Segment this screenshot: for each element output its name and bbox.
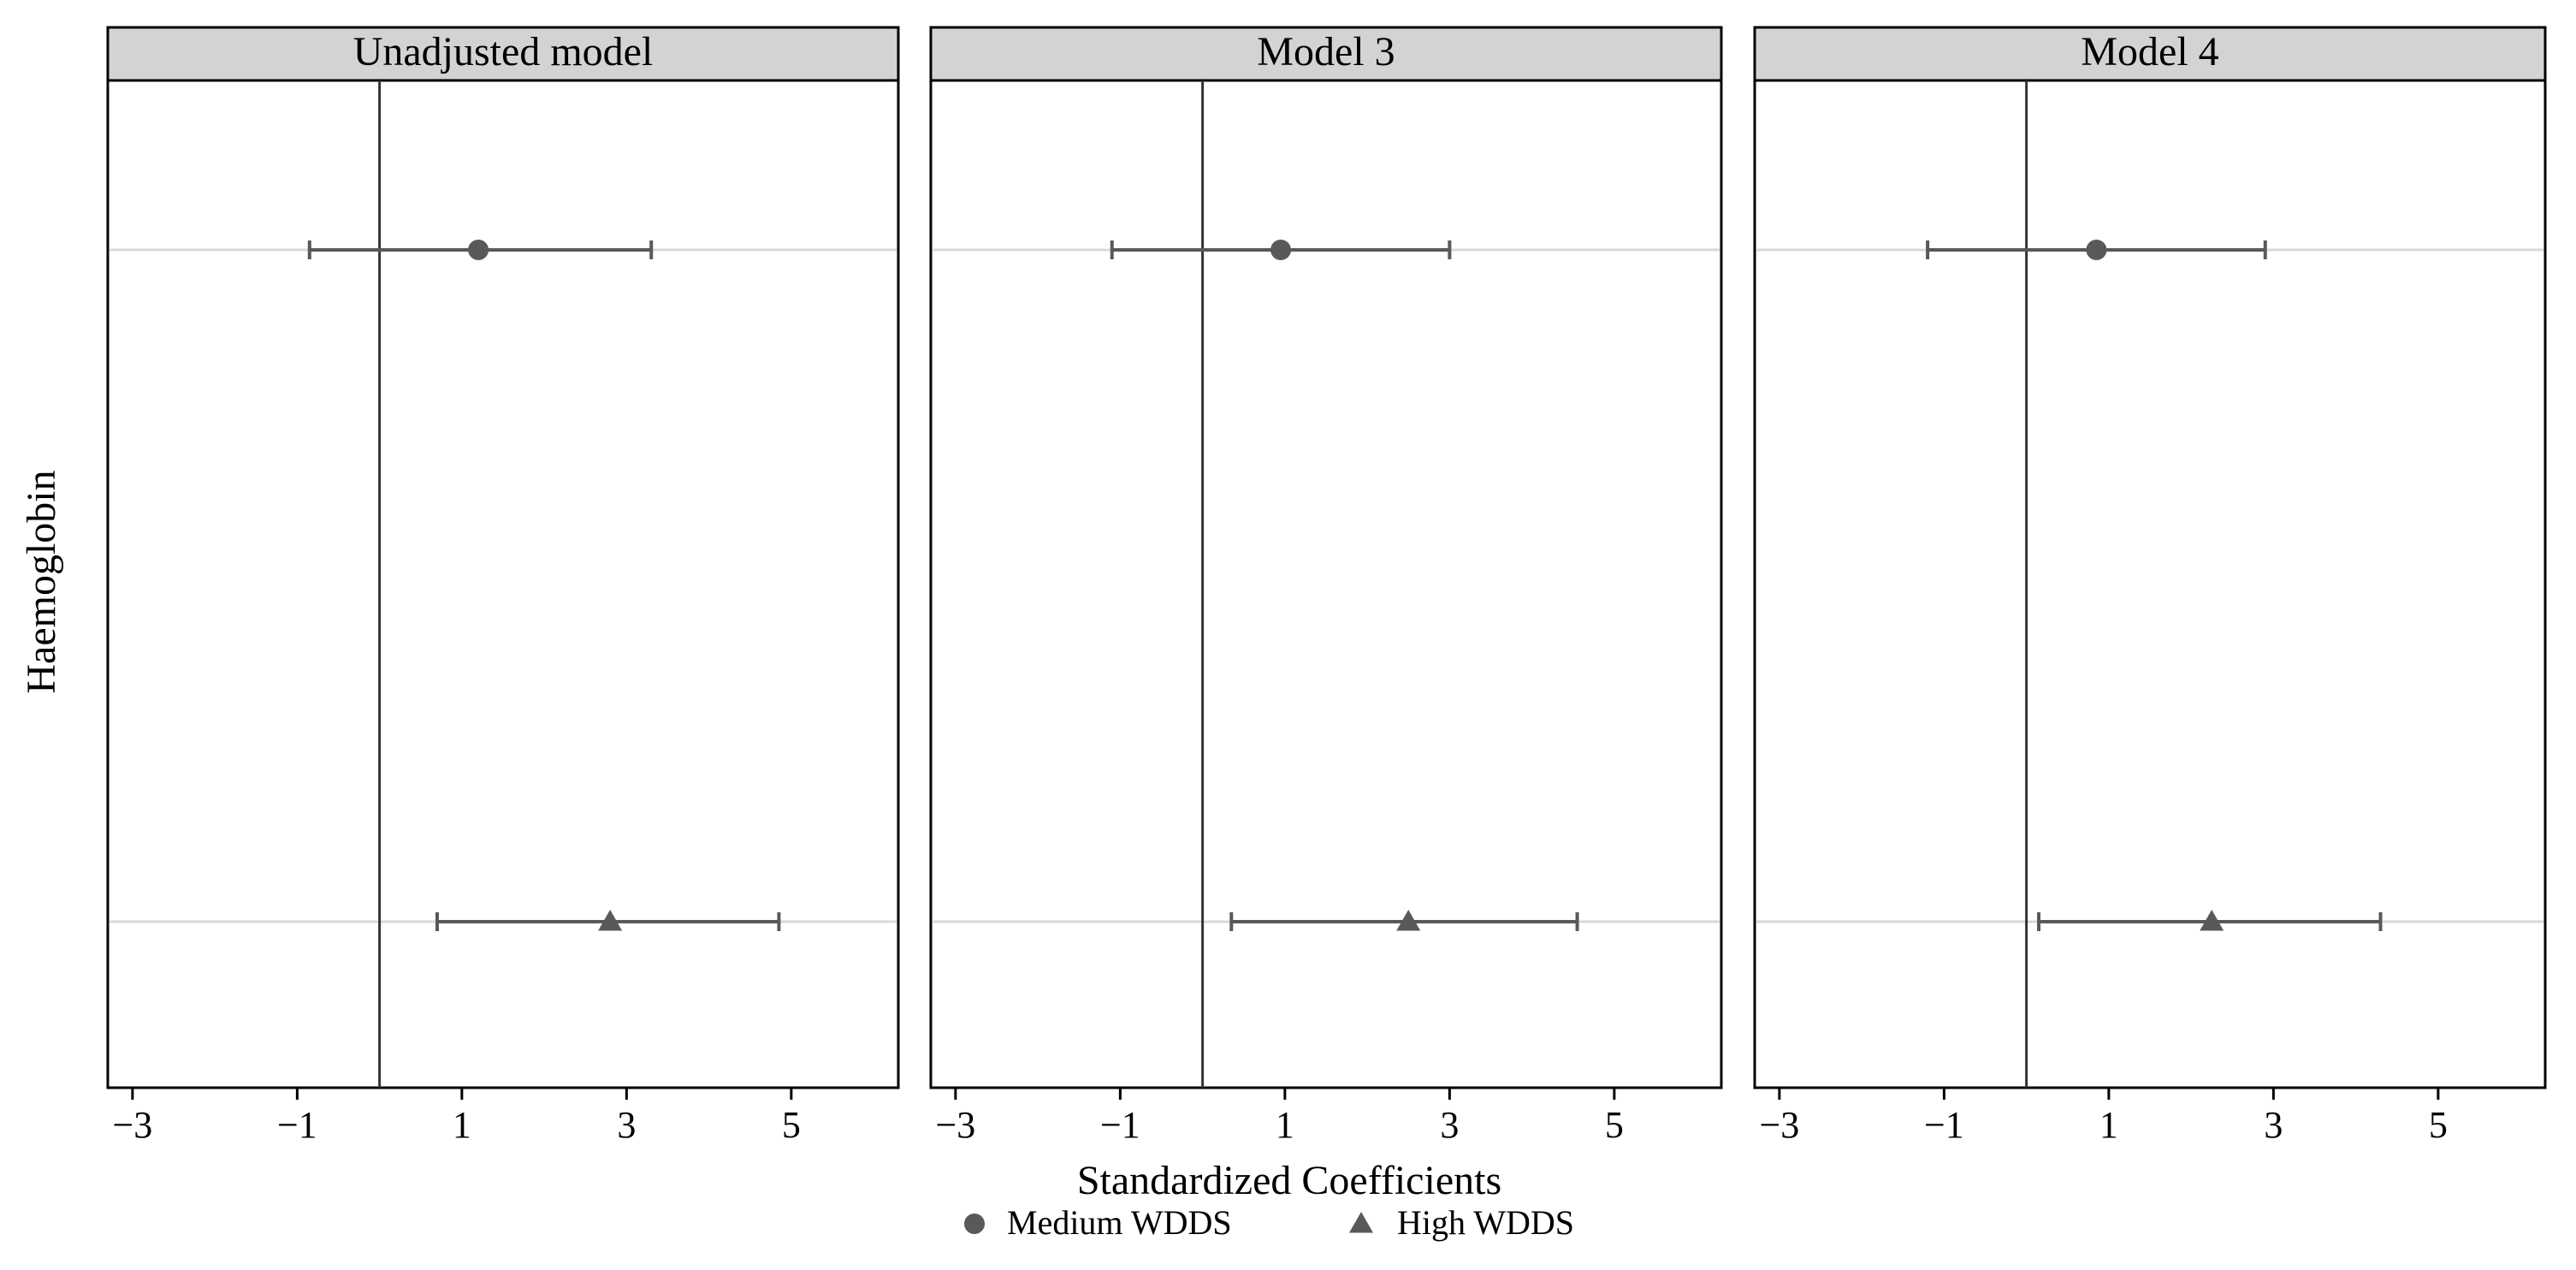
x-tick-label: 3 [617, 1104, 636, 1146]
panel-frame [1753, 79, 2547, 1089]
x-tick-label: 3 [2264, 1104, 2283, 1146]
point-medium-wdds [2086, 240, 2107, 260]
x-axis-title: Standardized Coefficients [1077, 1158, 1501, 1203]
panel-frame [106, 79, 900, 1089]
point-high-wdds [1396, 910, 1421, 931]
panel-title: Model 3 [1257, 29, 1395, 74]
x-tick-label: −3 [112, 1104, 152, 1146]
point-high-wdds [598, 910, 623, 931]
x-tick-label: −3 [1759, 1104, 1799, 1146]
panel-1: Unadjusted model −3 −1 1 3 5 [106, 26, 900, 1146]
legend: Medium WDDS High WDDS [964, 1203, 1574, 1242]
x-tick-label: 1 [453, 1104, 471, 1146]
panel-frame [929, 79, 1723, 1089]
x-tick-label: 3 [1440, 1104, 1459, 1146]
x-tick-label: −1 [1924, 1104, 1964, 1146]
panel-strip [1753, 26, 2547, 82]
x-tick-label: 1 [1276, 1104, 1294, 1146]
point-high-wdds [2200, 910, 2224, 931]
x-tick-label: 5 [2429, 1104, 2448, 1146]
panel-title: Unadjusted model [353, 29, 654, 74]
panel-strip [929, 26, 1723, 82]
y-axis-title: Haemoglobin [19, 470, 64, 693]
panel-strip [106, 26, 900, 82]
x-tick-label: 5 [1605, 1104, 1624, 1146]
panel-3: Model 4 −3 −1 1 3 5 [1753, 26, 2547, 1146]
legend-marker-medium-wdds [964, 1214, 985, 1234]
x-tick-label: −3 [935, 1104, 975, 1146]
point-medium-wdds [1270, 240, 1292, 260]
x-tick-label: 1 [2099, 1104, 2118, 1146]
legend-label-high-wdds: High WDDS [1397, 1203, 1574, 1242]
panel-title: Model 4 [2081, 29, 2218, 74]
x-tick-label: −1 [277, 1104, 317, 1146]
point-medium-wdds [468, 240, 489, 260]
x-tick-label: −1 [1100, 1104, 1140, 1146]
legend-marker-high-wdds [1349, 1212, 1373, 1233]
legend-label-medium-wdds: Medium WDDS [1007, 1203, 1232, 1242]
x-tick-label: 5 [782, 1104, 801, 1146]
panel-2: Model 3 −3 −1 1 3 5 [929, 26, 1723, 1146]
